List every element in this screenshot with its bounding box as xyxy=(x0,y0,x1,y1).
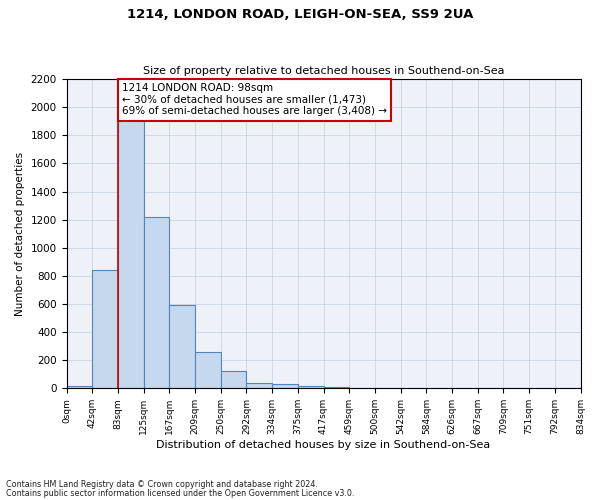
Bar xyxy=(323,387,349,388)
Bar xyxy=(272,384,298,388)
Bar xyxy=(169,306,195,388)
Bar xyxy=(92,270,118,388)
Bar xyxy=(247,384,272,388)
Bar xyxy=(195,352,221,389)
X-axis label: Distribution of detached houses by size in Southend-on-Sea: Distribution of detached houses by size … xyxy=(157,440,491,450)
Bar xyxy=(67,386,92,388)
Title: Size of property relative to detached houses in Southend-on-Sea: Size of property relative to detached ho… xyxy=(143,66,504,76)
Y-axis label: Number of detached properties: Number of detached properties xyxy=(15,152,25,316)
Text: Contains public sector information licensed under the Open Government Licence v3: Contains public sector information licen… xyxy=(6,488,355,498)
Bar xyxy=(143,217,169,388)
Bar xyxy=(118,114,143,388)
Bar xyxy=(221,372,247,388)
Text: 1214 LONDON ROAD: 98sqm
← 30% of detached houses are smaller (1,473)
69% of semi: 1214 LONDON ROAD: 98sqm ← 30% of detache… xyxy=(122,84,387,116)
Bar xyxy=(298,386,323,388)
Text: 1214, LONDON ROAD, LEIGH-ON-SEA, SS9 2UA: 1214, LONDON ROAD, LEIGH-ON-SEA, SS9 2UA xyxy=(127,8,473,20)
Text: Contains HM Land Registry data © Crown copyright and database right 2024.: Contains HM Land Registry data © Crown c… xyxy=(6,480,318,489)
